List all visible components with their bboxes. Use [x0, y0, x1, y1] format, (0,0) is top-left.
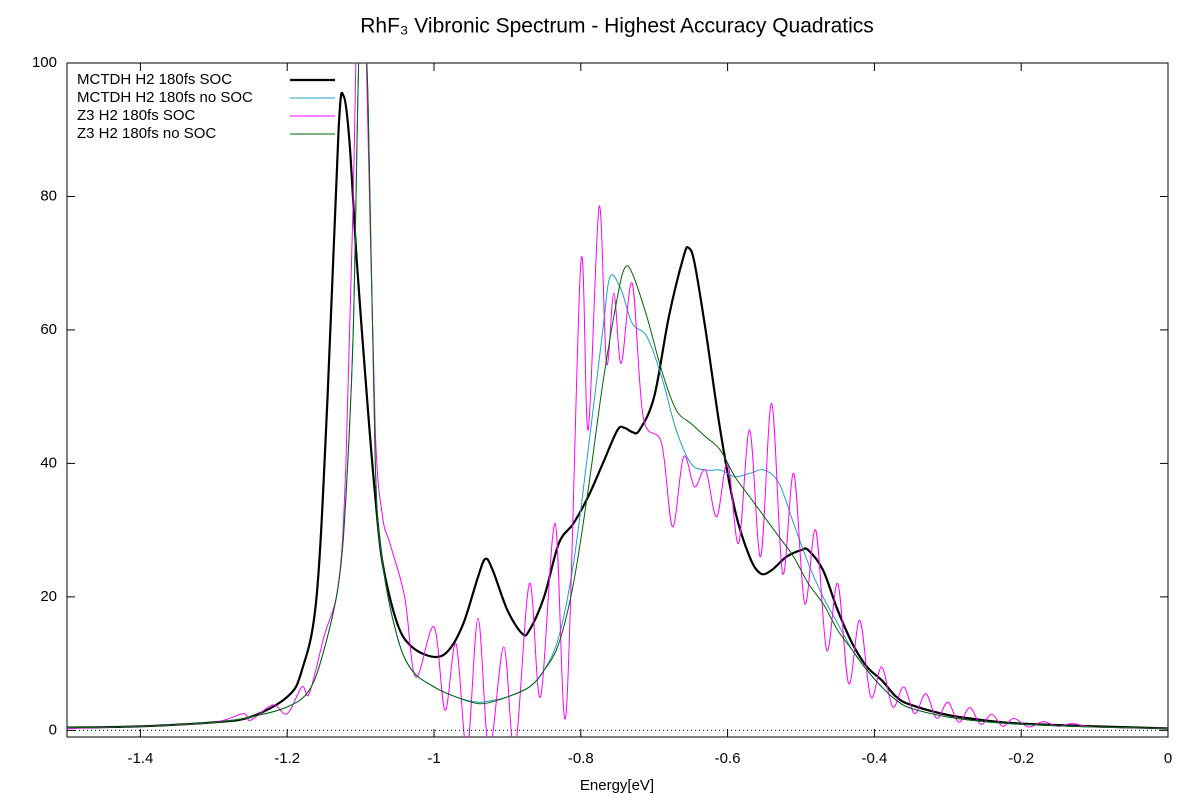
chart-title: RhF₃ Vibronic Spectrum - Highest Accurac…	[360, 15, 874, 38]
y-tick-label: 100	[32, 54, 57, 71]
x-tick-label: 0	[1164, 750, 1172, 767]
plot-frame	[66, 62, 1169, 738]
series-line	[67, 91, 1168, 730]
series-line	[67, 63, 1168, 729]
x-tick-label: -0.8	[568, 750, 594, 767]
x-axis-label: Energy[eV]	[580, 777, 654, 794]
legend-label: MCTDH H2 180fs SOC	[77, 71, 232, 88]
series-line	[67, 63, 1168, 737]
series-line	[67, 63, 1168, 729]
legend-label: Z3 H2 180fs no SOC	[77, 125, 216, 142]
plot-area	[67, 63, 1168, 737]
x-tick-label: -1.4	[127, 750, 153, 767]
x-tick-label: -0.4	[861, 750, 887, 767]
y-tick-label: 0	[49, 721, 57, 738]
x-tick-label: -0.2	[1008, 750, 1034, 767]
x-tick-label: -1	[427, 750, 440, 767]
legend-label: MCTDH H2 180fs no SOC	[77, 89, 253, 106]
legend-label: Z3 H2 180fs SOC	[77, 107, 196, 124]
y-tick-label: 80	[40, 187, 57, 204]
y-tick-label: 40	[40, 454, 57, 471]
y-tick-label: 60	[40, 321, 57, 338]
y-tick-label: 20	[40, 588, 57, 605]
x-tick-label: -1.2	[274, 750, 300, 767]
x-tick-label: -0.6	[715, 750, 741, 767]
